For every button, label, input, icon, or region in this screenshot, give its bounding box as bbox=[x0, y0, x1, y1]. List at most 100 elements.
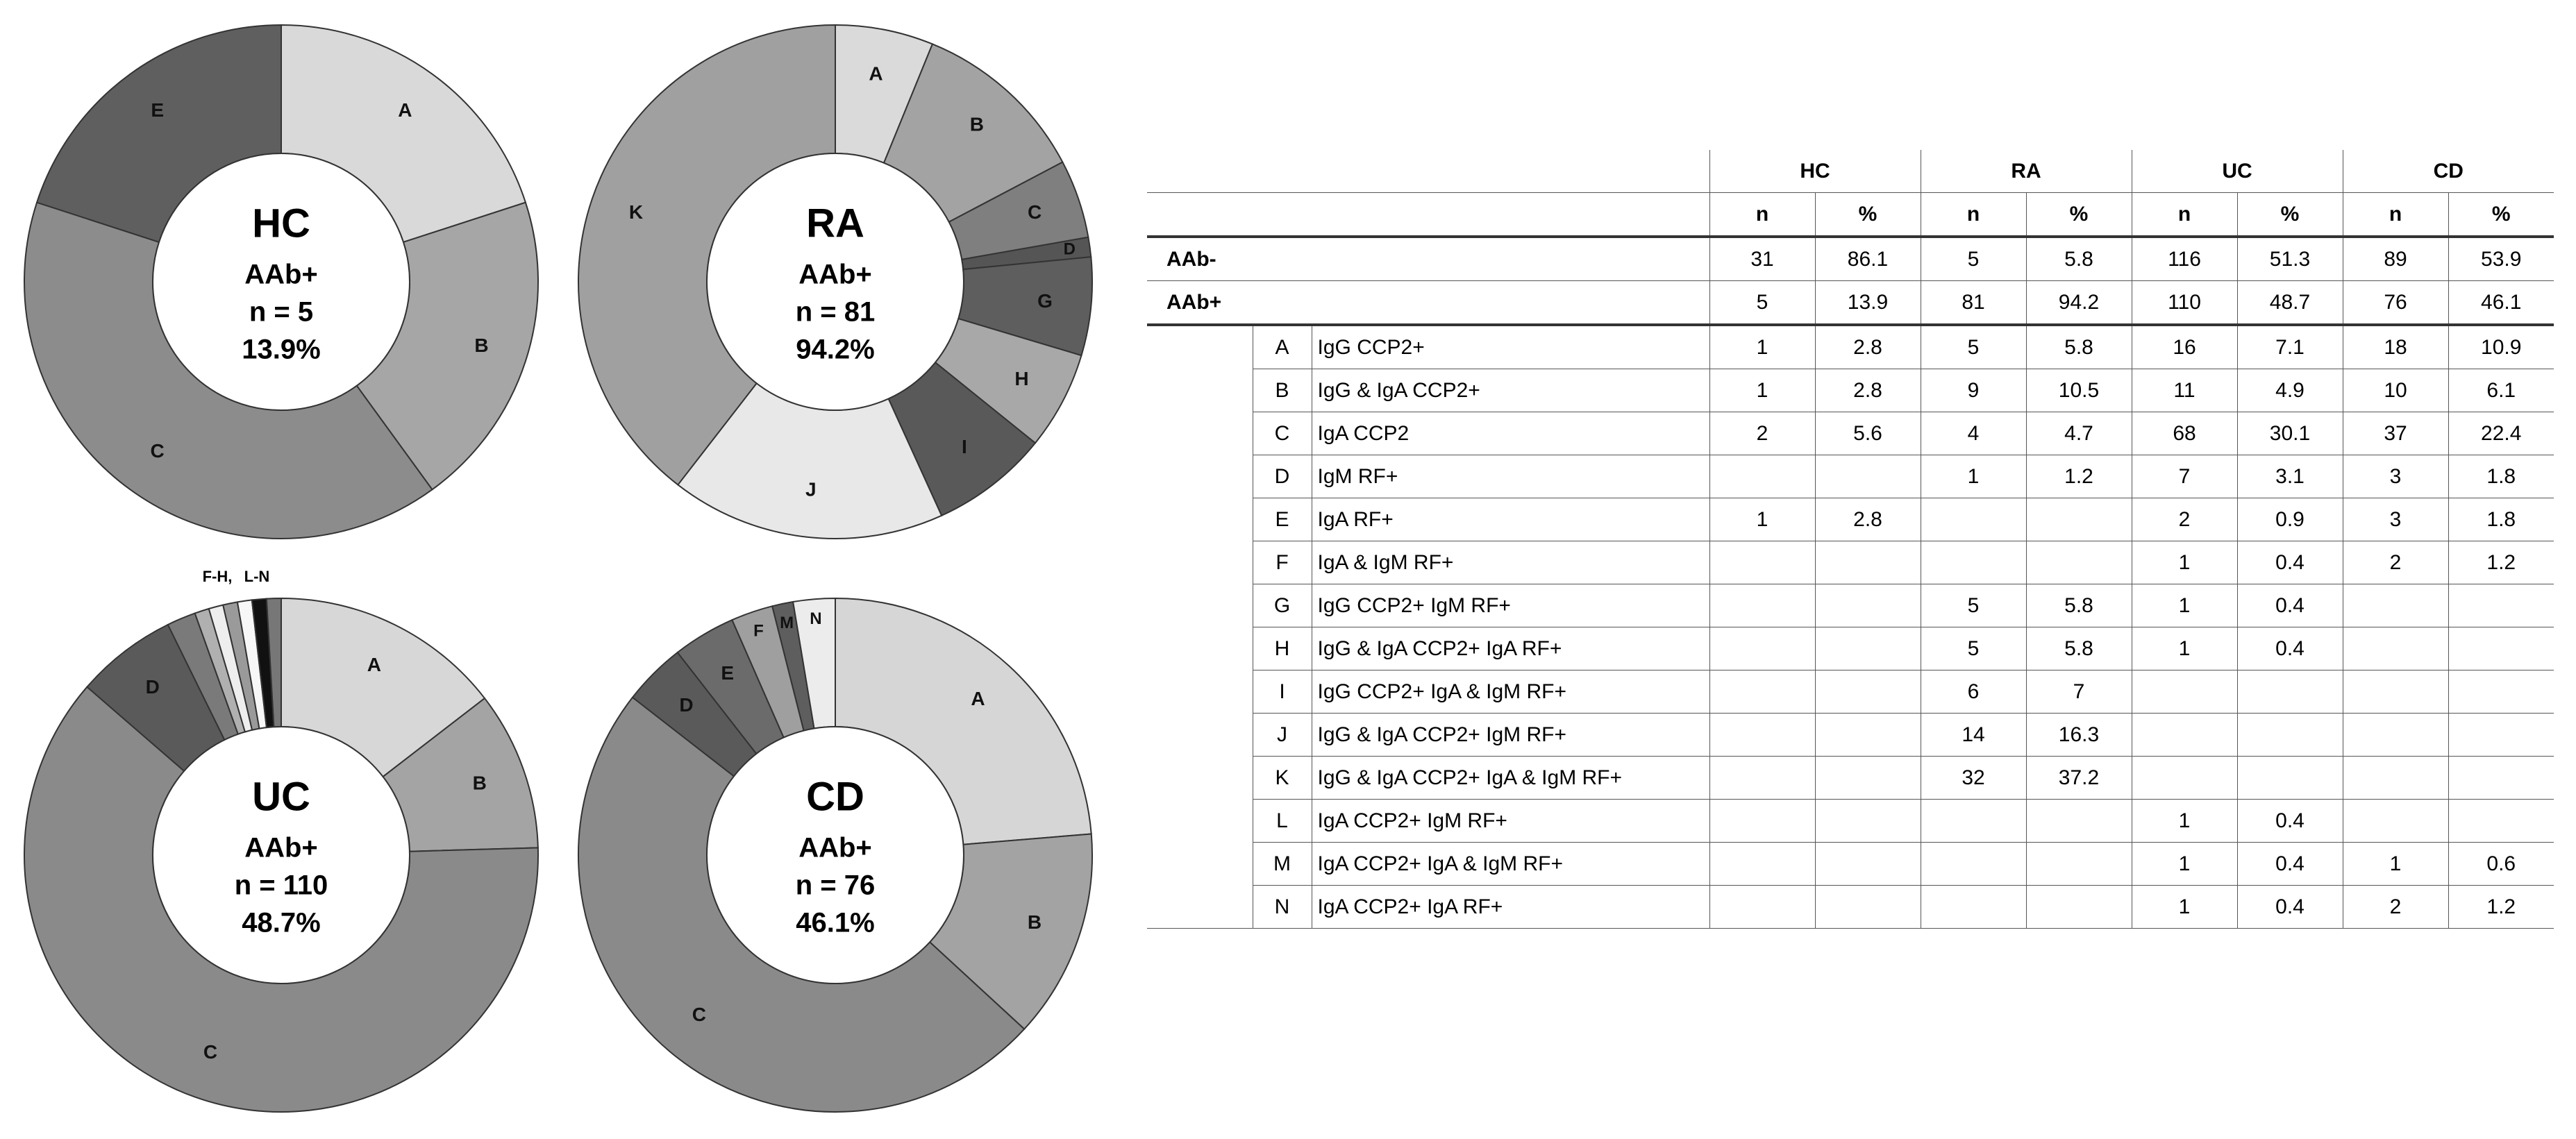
table-cell bbox=[1814, 885, 1921, 929]
table-cell: 3 bbox=[2342, 455, 2449, 498]
row-code: L bbox=[1252, 799, 1312, 843]
table-cell: 0.4 bbox=[2236, 885, 2343, 929]
row-indent bbox=[1147, 498, 1253, 541]
slice-label: B bbox=[474, 335, 488, 356]
slice-label: M bbox=[780, 614, 794, 632]
table-cell: 0.4 bbox=[2236, 799, 2343, 843]
table-corner bbox=[1147, 150, 1710, 193]
donut-ra: A B C D G H I J K RA AAb+ n = 81 94.2% bbox=[578, 24, 1093, 539]
row-indent bbox=[1147, 842, 1253, 886]
table-cell: 2.8 bbox=[1814, 369, 1921, 412]
table-cell: 6.1 bbox=[2448, 369, 2554, 412]
donut-center-line3: n = 5 bbox=[249, 297, 313, 328]
table-cell: 1 bbox=[1709, 498, 1816, 541]
donut-center-line3: n = 76 bbox=[796, 870, 876, 901]
slice-label: A bbox=[398, 99, 412, 121]
table-cell bbox=[2025, 799, 2132, 843]
row-indent bbox=[1147, 412, 1253, 455]
table-row: M IgA CCP2+ IgA & IgM RF+ 1 0.4 1 0.6 bbox=[1147, 842, 2554, 886]
subheader-pct: % bbox=[2025, 192, 2132, 238]
table-row: L IgA CCP2+ IgM RF+ 1 0.4 bbox=[1147, 799, 2554, 843]
table-cell: 116 bbox=[2131, 236, 2238, 281]
row-description: IgG & IgA CCP2+ IgM RF+ bbox=[1311, 713, 1710, 757]
table-cell: 0.4 bbox=[2236, 842, 2343, 886]
table-row: D IgM RF+ 1 1.2 7 3.1 3 1.8 bbox=[1147, 455, 2554, 498]
table-cell bbox=[1814, 584, 1921, 627]
table-cell bbox=[2025, 885, 2132, 929]
table-cell bbox=[1920, 799, 2027, 843]
table-cell: 5.8 bbox=[2025, 324, 2132, 369]
table-cell: 81 bbox=[1920, 280, 2027, 326]
table-cell bbox=[1814, 756, 1921, 800]
slice-label: N bbox=[810, 609, 821, 628]
table-cell: 1.8 bbox=[2448, 498, 2554, 541]
slice-annotation: L-N bbox=[244, 568, 270, 585]
subheader-pct: % bbox=[2448, 192, 2554, 238]
donut-hole bbox=[706, 153, 964, 411]
row-label: AAb- bbox=[1147, 236, 1710, 281]
table-cell bbox=[1920, 842, 2027, 886]
slice-annotation: F-H, bbox=[203, 568, 233, 585]
table-cell bbox=[2448, 756, 2554, 800]
table-cell: 7.1 bbox=[2236, 324, 2343, 369]
row-code: F bbox=[1252, 541, 1312, 584]
slice-label: B bbox=[1028, 911, 1042, 933]
donut-center-line2: AAb+ bbox=[798, 833, 872, 863]
donut-center-group: HC bbox=[252, 201, 310, 246]
table-cell: 5 bbox=[1709, 280, 1816, 326]
table-cell bbox=[1814, 627, 1921, 670]
table-cell bbox=[2448, 799, 2554, 843]
table-cell: 1 bbox=[2131, 885, 2238, 929]
table-cell: 1.2 bbox=[2025, 455, 2132, 498]
table-cell: 6 bbox=[1920, 670, 2027, 714]
group-header: CD bbox=[2342, 150, 2554, 193]
slice-label: H bbox=[1014, 368, 1028, 389]
table-cell bbox=[1709, 670, 1816, 714]
slice-label: B bbox=[473, 772, 487, 793]
table-cell bbox=[2236, 713, 2343, 757]
table-cell bbox=[2025, 842, 2132, 886]
table-cell: 2.8 bbox=[1814, 324, 1921, 369]
table-cell: 18 bbox=[2342, 324, 2449, 369]
row-indent bbox=[1147, 713, 1253, 757]
summary-row: AAb+ 5 13.9 81 94.2 110 48.7 76 46.1 bbox=[1147, 280, 2554, 326]
table-row: J IgG & IgA CCP2+ IgM RF+ 14 16.3 bbox=[1147, 713, 2554, 757]
table-row: A IgG CCP2+ 1 2.8 5 5.8 16 7.1 18 10.9 bbox=[1147, 324, 2554, 369]
table-cell: 5 bbox=[1920, 236, 2027, 281]
table-cell bbox=[2342, 799, 2449, 843]
row-description: IgG CCP2+ IgM RF+ bbox=[1311, 584, 1710, 627]
donut-center-line4: 48.7% bbox=[242, 908, 320, 938]
table-cell bbox=[1920, 541, 2027, 584]
table-row: N IgA CCP2+ IgA RF+ 1 0.4 2 1.2 bbox=[1147, 885, 2554, 929]
row-description: IgA CCP2+ IgM RF+ bbox=[1311, 799, 1710, 843]
row-code: I bbox=[1252, 670, 1312, 714]
row-description: IgA CCP2 bbox=[1311, 412, 1710, 455]
row-description: IgG & IgA CCP2+ bbox=[1311, 369, 1710, 412]
slice-label: J bbox=[805, 479, 817, 500]
table-cell bbox=[1709, 885, 1816, 929]
donut-center-line3: n = 81 bbox=[796, 297, 876, 328]
table-row: H IgG & IgA CCP2+ IgA RF+ 5 5.8 1 0.4 bbox=[1147, 627, 2554, 670]
row-indent bbox=[1147, 627, 1253, 670]
donut-center-line4: 13.9% bbox=[242, 335, 320, 365]
table-cell bbox=[1814, 455, 1921, 498]
table-cell: 89 bbox=[2342, 236, 2449, 281]
slice-label: C bbox=[692, 1004, 706, 1025]
table-cell: 32 bbox=[1920, 756, 2027, 800]
table-cell: 5.8 bbox=[2025, 584, 2132, 627]
subheader-n: n bbox=[2342, 192, 2449, 238]
table-cell bbox=[1709, 756, 1816, 800]
table-cell: 0.9 bbox=[2236, 498, 2343, 541]
row-code: N bbox=[1252, 885, 1312, 929]
table-cell bbox=[1709, 584, 1816, 627]
row-description: IgG & IgA CCP2+ IgA RF+ bbox=[1311, 627, 1710, 670]
table-cell bbox=[2342, 670, 2449, 714]
row-indent bbox=[1147, 541, 1253, 584]
donut-center-line4: 94.2% bbox=[796, 335, 874, 365]
row-indent bbox=[1147, 799, 1253, 843]
table-row: E IgA RF+ 1 2.8 2 0.9 3 1.8 bbox=[1147, 498, 2554, 541]
table-cell: 53.9 bbox=[2448, 236, 2554, 281]
table-cell bbox=[2131, 670, 2238, 714]
table-cell: 110 bbox=[2131, 280, 2238, 326]
table-cell: 1 bbox=[2131, 627, 2238, 670]
